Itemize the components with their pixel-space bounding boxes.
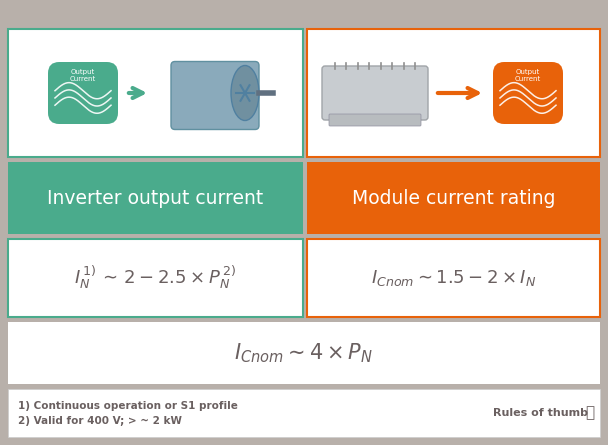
FancyBboxPatch shape	[171, 61, 259, 129]
Text: $I_{Cnom}\sim 4\times P_N$: $I_{Cnom}\sim 4\times P_N$	[235, 341, 373, 365]
FancyBboxPatch shape	[307, 239, 600, 317]
Text: Rules of thumb: Rules of thumb	[493, 408, 588, 418]
FancyBboxPatch shape	[307, 29, 600, 157]
FancyBboxPatch shape	[8, 239, 303, 317]
Text: 1) Continuous operation or S1 profile: 1) Continuous operation or S1 profile	[18, 401, 238, 411]
FancyBboxPatch shape	[493, 62, 563, 124]
Text: Output
Current: Output Current	[515, 69, 541, 82]
Text: Output
Current: Output Current	[70, 69, 96, 82]
FancyBboxPatch shape	[8, 389, 600, 437]
Text: 2) Valid for 400 V; > ~ 2 kW: 2) Valid for 400 V; > ~ 2 kW	[18, 416, 182, 426]
Text: $I_{Cnom}\sim 1.5 - 2\times I_N$: $I_{Cnom}\sim 1.5 - 2\times I_N$	[371, 268, 536, 288]
FancyBboxPatch shape	[322, 66, 428, 120]
FancyBboxPatch shape	[8, 162, 303, 234]
FancyBboxPatch shape	[307, 162, 600, 234]
Text: $I_N^{\,1)}$$\,\sim\,2 - 2.5\times P_N^{\,2)}$: $I_N^{\,1)}$$\,\sim\,2 - 2.5\times P_N^{…	[74, 264, 237, 291]
FancyBboxPatch shape	[8, 29, 303, 157]
FancyBboxPatch shape	[329, 114, 421, 126]
FancyBboxPatch shape	[8, 322, 600, 384]
Ellipse shape	[231, 65, 259, 121]
FancyBboxPatch shape	[48, 62, 118, 124]
Text: 👍: 👍	[585, 405, 594, 421]
Text: Inverter output current: Inverter output current	[47, 189, 264, 207]
Text: Module current rating: Module current rating	[352, 189, 555, 207]
